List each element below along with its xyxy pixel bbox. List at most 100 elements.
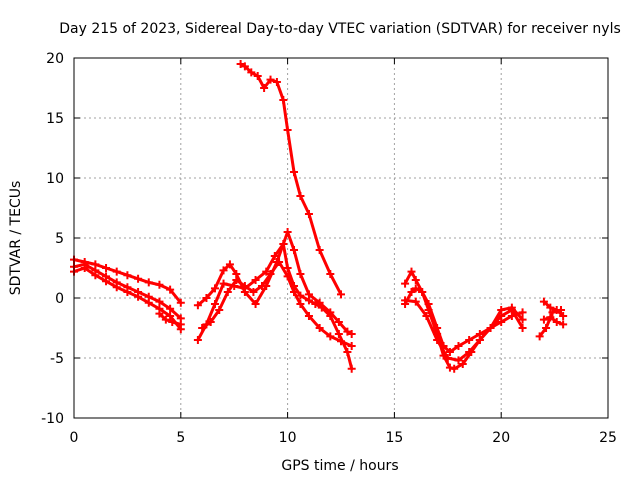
y-tick-label: 5 xyxy=(55,231,64,247)
grid xyxy=(74,58,608,418)
data-point-marker xyxy=(166,304,175,313)
data-point-marker xyxy=(557,306,566,314)
series-line xyxy=(200,260,354,348)
series-track-h xyxy=(236,60,345,299)
data-point-marker xyxy=(315,298,324,307)
series-track-e xyxy=(193,240,356,373)
data-point-marker xyxy=(176,298,185,307)
data-point-marker xyxy=(304,312,313,320)
data-point-marker xyxy=(210,300,219,308)
data-point-marker xyxy=(223,288,232,296)
data-point-marker xyxy=(123,288,132,296)
data-point-marker xyxy=(193,336,202,344)
data-point-marker xyxy=(401,279,410,288)
data-point-marker xyxy=(539,315,548,324)
data-point-marker xyxy=(347,342,356,350)
series-track-a xyxy=(70,255,185,307)
data-point-marker xyxy=(418,288,427,296)
data-point-marker xyxy=(251,300,260,308)
series-track-d xyxy=(155,309,185,329)
chart-title: Day 215 of 2023, Sidereal Day-to-day VTE… xyxy=(59,21,621,37)
data-point-marker xyxy=(445,363,454,372)
data-point-marker xyxy=(497,306,506,314)
data-point-marker xyxy=(518,315,527,324)
data-point-marker xyxy=(465,336,474,344)
data-point-marker xyxy=(343,327,352,336)
data-point-marker xyxy=(283,272,292,281)
data-point-marker xyxy=(347,330,356,338)
data-point-marker xyxy=(407,267,416,276)
data-point-marker xyxy=(334,318,343,326)
data-point-marker xyxy=(296,192,305,200)
data-point-marker xyxy=(424,306,433,314)
series-line xyxy=(538,308,563,338)
data-point-marker xyxy=(155,309,164,318)
data-point-marker xyxy=(326,308,335,317)
data-point-marker xyxy=(539,297,548,306)
data-point-marker xyxy=(337,337,345,346)
data-point-marker xyxy=(283,228,292,236)
data-point-marker xyxy=(215,306,224,314)
data-point-marker xyxy=(443,354,452,362)
y-tick-label: 15 xyxy=(46,111,64,127)
x-tick-label: 5 xyxy=(176,430,185,446)
data-point-marker xyxy=(112,267,121,276)
data-point-marker xyxy=(347,364,356,373)
data-point-marker xyxy=(253,72,262,80)
data-point-marker xyxy=(486,324,495,332)
data-point-marker xyxy=(102,277,111,286)
data-point-marker xyxy=(260,84,269,92)
y-tick-label: -10 xyxy=(41,411,64,427)
data-point-marker xyxy=(144,298,153,307)
data-point-marker xyxy=(411,276,420,284)
data-point-marker xyxy=(283,264,292,272)
data-point-marker xyxy=(326,270,335,278)
data-point-marker xyxy=(279,96,288,104)
data-point-marker xyxy=(407,288,416,296)
series-track-f xyxy=(193,228,356,338)
data-point-marker xyxy=(546,303,555,312)
series-track-l xyxy=(539,297,568,320)
data-point-marker xyxy=(433,336,442,344)
data-point-marker xyxy=(290,168,299,176)
x-tick-label: 10 xyxy=(279,430,297,446)
y-axis-title: SDTVAR / TECUs xyxy=(8,181,24,296)
data-point-marker xyxy=(450,364,459,373)
data-point-marker xyxy=(249,288,258,296)
series-line xyxy=(542,300,565,318)
data-point-marker xyxy=(283,126,292,134)
data-point-marker xyxy=(198,324,207,332)
data-point-marker xyxy=(454,342,463,350)
data-point-marker xyxy=(290,288,299,296)
data-point-marker xyxy=(315,246,324,254)
series-line xyxy=(157,312,183,326)
series-layer xyxy=(70,60,568,373)
x-tick-label: 25 xyxy=(599,430,617,446)
series-track-n xyxy=(535,306,566,341)
data-point-marker xyxy=(518,308,527,317)
data-point-marker xyxy=(304,210,313,218)
data-point-marker xyxy=(296,291,305,300)
data-point-marker xyxy=(296,300,305,308)
data-point-marker xyxy=(548,308,557,317)
data-point-marker xyxy=(134,292,143,301)
data-point-marker xyxy=(542,324,551,332)
data-point-marker xyxy=(422,312,431,320)
data-point-marker xyxy=(343,348,352,356)
data-point-marker xyxy=(112,283,121,292)
data-point-marker xyxy=(552,318,561,326)
data-point-marker xyxy=(304,290,313,299)
data-point-marker xyxy=(166,285,175,294)
data-point-marker xyxy=(210,284,219,293)
data-point-marker xyxy=(475,336,484,344)
data-point-marker xyxy=(166,312,175,320)
data-point-marker xyxy=(91,271,100,280)
x-tick-label: 0 xyxy=(70,430,79,446)
data-point-marker xyxy=(262,267,271,276)
data-point-marker xyxy=(202,294,211,302)
data-point-marker xyxy=(454,356,463,365)
data-point-marker xyxy=(193,301,202,310)
series-track-g xyxy=(198,258,356,350)
data-point-marker xyxy=(266,75,275,84)
